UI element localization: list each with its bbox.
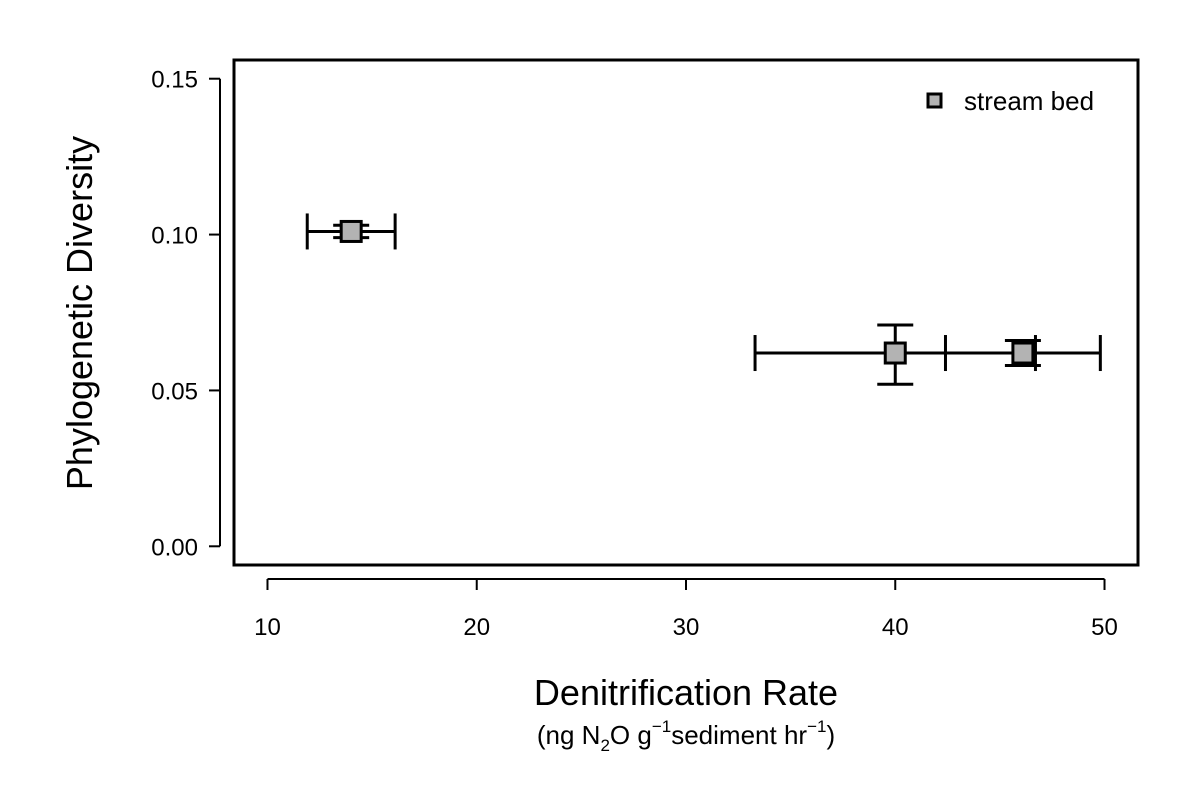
y-tick-label: 0.15	[151, 67, 198, 94]
x-axis: 10 20 30 40 50	[254, 578, 1118, 641]
y-tick-label: 0.05	[151, 378, 198, 405]
legend-label: stream bed	[964, 86, 1094, 116]
x-tick-label: 30	[673, 614, 700, 641]
x-tick-label: 10	[254, 614, 281, 641]
y-axis-title: Phylogenetic Diversity	[59, 136, 100, 490]
x-axis-title: Denitrification Rate	[534, 672, 838, 713]
x-tick-label: 40	[882, 614, 909, 641]
x-tick-label: 50	[1091, 614, 1118, 641]
data-point	[1011, 341, 1035, 365]
data-points	[339, 219, 1035, 365]
x-tick-label: 20	[463, 614, 490, 641]
data-point	[339, 219, 363, 243]
x-axis-units: (ng N2O g−1sediment hr−1)	[537, 717, 835, 755]
y-tick-label: 0.00	[151, 534, 198, 561]
y-axis: 0.00 0.05 0.10 0.15	[151, 67, 221, 561]
legend-marker	[926, 92, 943, 109]
data-point	[883, 341, 907, 365]
error-bars	[305, 213, 1102, 386]
y-tick-label: 0.10	[151, 223, 198, 250]
plot-frame	[232, 58, 1140, 567]
legend: stream bed	[926, 86, 1094, 116]
